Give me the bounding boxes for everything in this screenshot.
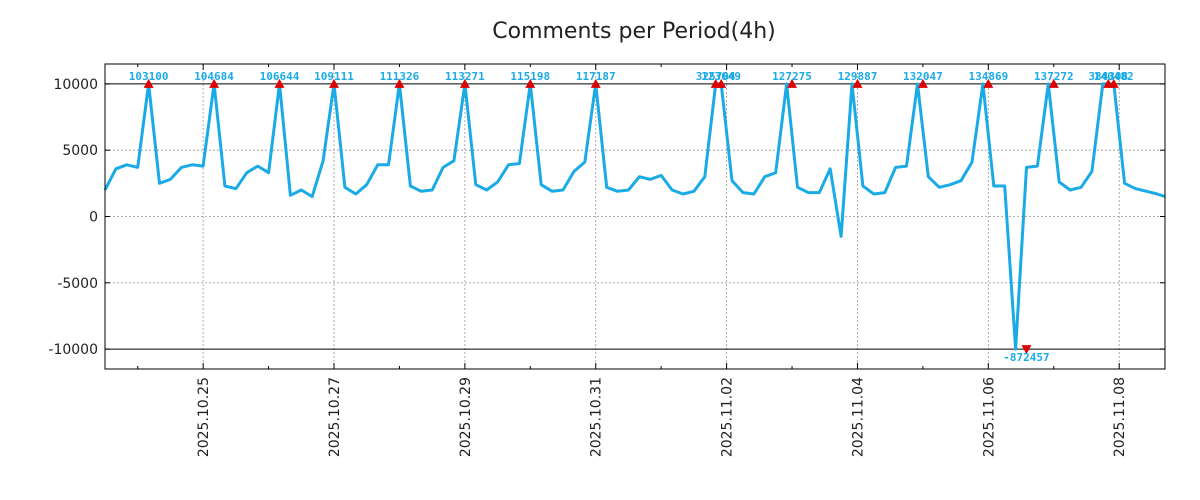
annotation-label: 129887	[838, 70, 878, 83]
y-tick-label: 10000	[53, 77, 98, 93]
x-tick-label: 2025.10.25	[196, 377, 212, 457]
series-layer	[103, 82, 1166, 351]
annotation-label: 103100	[129, 70, 169, 83]
clip-marker-up	[852, 78, 863, 88]
clip-marker-up	[787, 78, 798, 88]
y-axis: 10000 5000 0 -5000 -10000	[48, 77, 1165, 358]
clip-marker-up	[394, 78, 405, 88]
y-tick-label: -10000	[48, 342, 98, 358]
annotation-label: 115198	[510, 70, 550, 83]
clip-marker-up	[459, 78, 470, 88]
chart-title: Comments per Period(4h)	[492, 19, 776, 44]
clip-marker-up	[274, 78, 285, 88]
annotation-label: 123649	[701, 70, 741, 83]
y-tick-label: -5000	[57, 276, 98, 292]
clip-marker-up	[1048, 78, 1059, 88]
clip-marker-up	[329, 78, 340, 88]
annotation-label: 137272	[1034, 70, 1074, 83]
clip-marker-up	[917, 78, 928, 88]
clip-marker-up	[1108, 78, 1119, 88]
annotation-label: 384308	[1088, 70, 1128, 83]
clip-marker-up	[590, 78, 601, 88]
clip-marker-up	[143, 78, 154, 88]
annotation-label: 104684	[194, 70, 234, 83]
x-tick-label: 2025.11.02	[720, 377, 736, 457]
clip-marker-up	[983, 78, 994, 88]
clip-marker-up	[525, 78, 536, 88]
clip-marker-down	[1021, 345, 1032, 355]
series-line-comments	[103, 82, 1166, 351]
annotation-label: 109111	[314, 70, 354, 83]
annotation-layer: 103100 104684 106644 109111 111326 113271 1151…	[129, 70, 1134, 364]
y-tick-label: 5000	[62, 143, 98, 159]
x-tick-label: 2025.10.31	[589, 377, 605, 457]
annotation-label: 140482	[1094, 70, 1134, 83]
grid-layer	[105, 64, 1165, 369]
annotation-label: 117187	[576, 70, 616, 83]
annotation-label: 325704	[696, 70, 736, 83]
annotation-label: 134869	[968, 70, 1008, 83]
annotation-label: 127275	[772, 70, 812, 83]
annotation-label: 111326	[380, 70, 420, 83]
x-tick-label: 2025.11.06	[981, 377, 997, 457]
annotation-label: -872457	[1003, 351, 1049, 364]
marker-layer	[143, 78, 1119, 355]
clip-marker-up	[716, 78, 727, 88]
y-tick-label: 0	[89, 210, 98, 226]
annotation-label: 113271	[445, 70, 485, 83]
x-tick-label: 2025.10.27	[327, 377, 343, 457]
x-tick-label: 2025.11.08	[1112, 377, 1128, 457]
x-tick-label: 2025.10.29	[458, 377, 474, 457]
clip-marker-up	[209, 78, 220, 88]
annotation-label: 106644	[260, 70, 300, 83]
annotation-label: 132047	[903, 70, 943, 83]
x-tick-label: 2025.11.04	[850, 377, 866, 457]
x-axis: 2025.10.25 2025.10.27 2025.10.29 2025.10.31…	[137, 64, 1128, 457]
